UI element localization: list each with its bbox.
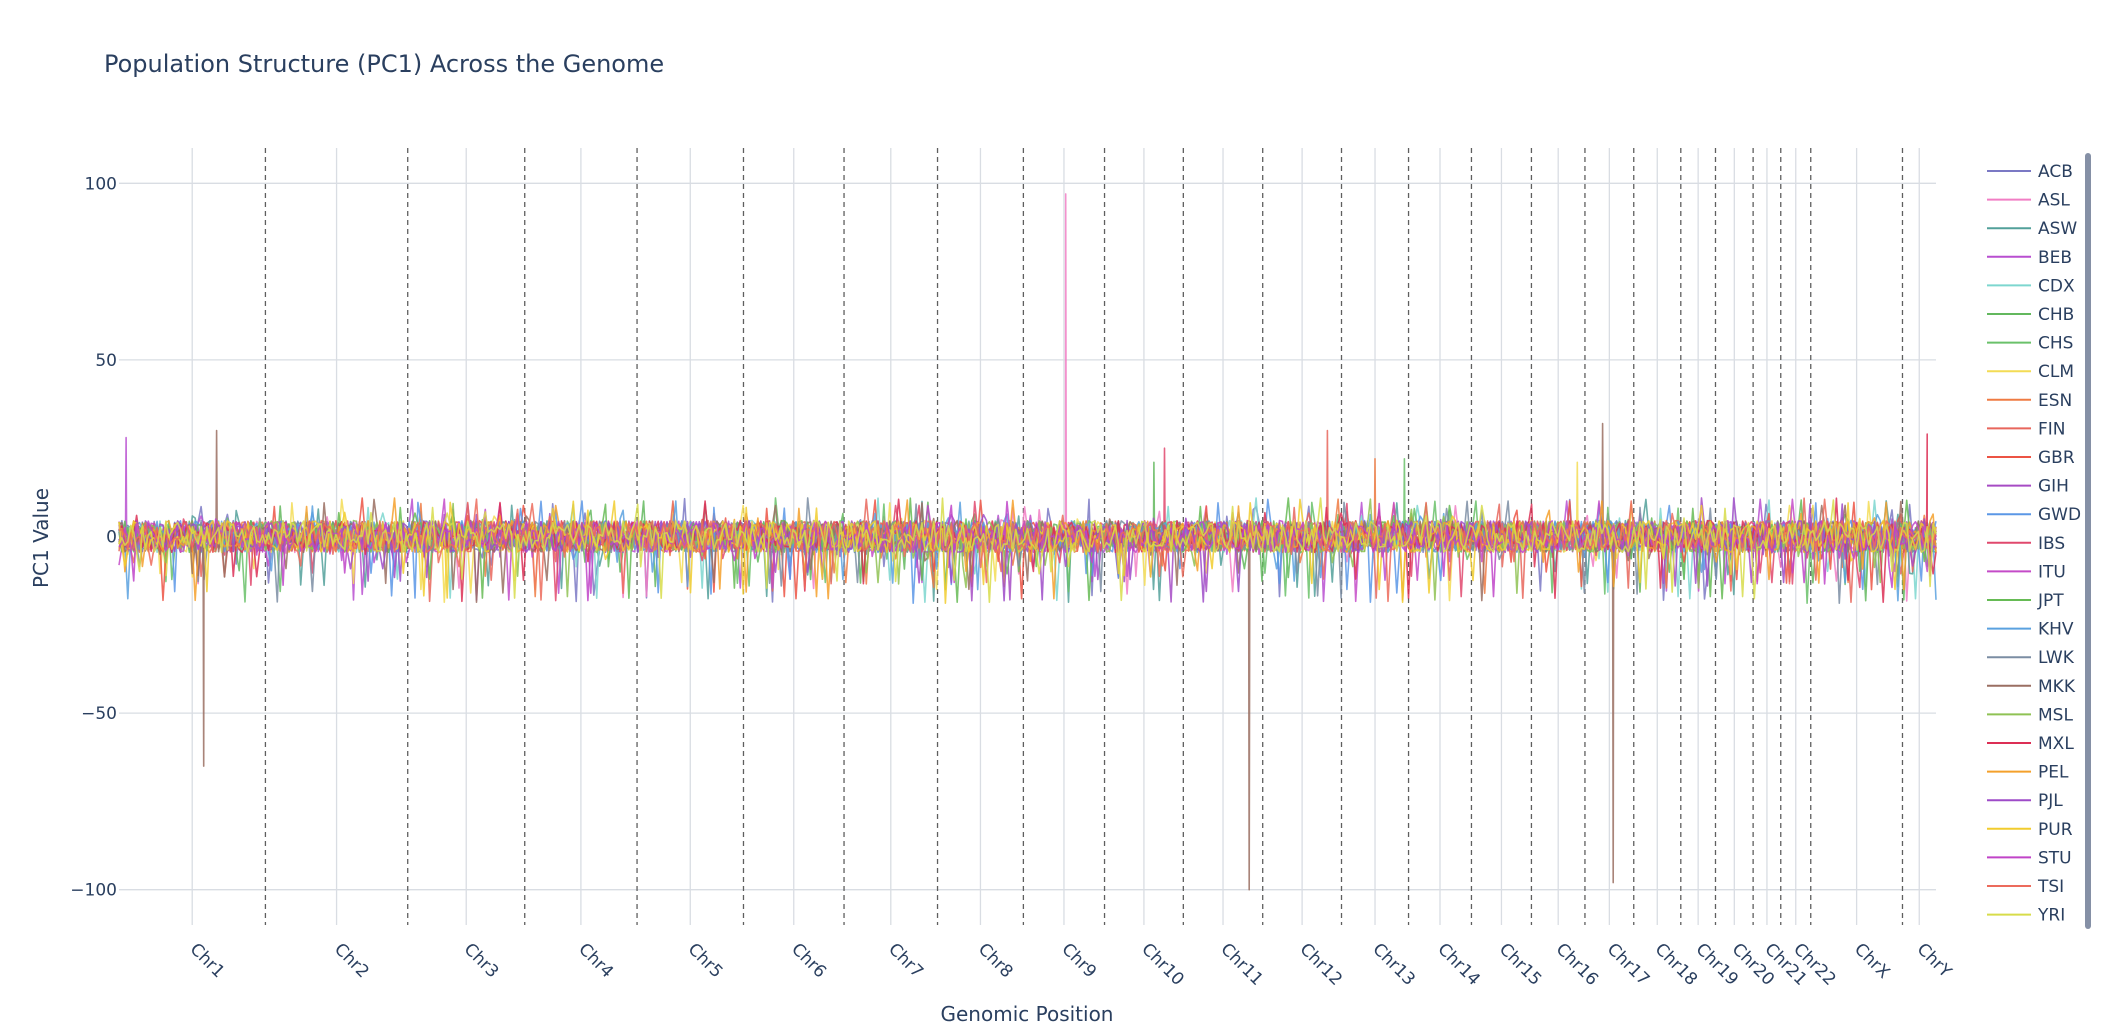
legend-item-ibs[interactable]: IBS: [1987, 534, 2065, 554]
legend-item-acb[interactable]: ACB: [1987, 162, 2073, 182]
legend-item-esn[interactable]: ESN: [1987, 391, 2072, 411]
legend-label: MSL: [2038, 705, 2073, 725]
legend-label: ACB: [2038, 162, 2073, 182]
legend-item-jpt[interactable]: JPT: [1987, 591, 2064, 611]
legend-item-khv[interactable]: KHV: [1987, 620, 2074, 640]
legend-scrollbar[interactable]: [2085, 153, 2091, 929]
legend-label: KHV: [2038, 620, 2074, 640]
legend-label: TSI: [2037, 877, 2064, 897]
legend-label: PUR: [2038, 820, 2073, 840]
legend-item-stu[interactable]: STU: [1987, 848, 2072, 868]
legend-label: ITU: [2038, 562, 2066, 582]
legend-label: GIH: [2038, 477, 2069, 497]
legend-label: ASL: [2038, 191, 2070, 211]
legend-item-pjl[interactable]: PJL: [1987, 791, 2063, 811]
y-axis-ticks: 100 50 0 −50 −100: [70, 174, 117, 900]
legend-item-fin[interactable]: FIN: [1987, 419, 2066, 439]
legend-label: ESN: [2038, 391, 2072, 411]
legend-item-itu[interactable]: ITU: [1987, 562, 2066, 582]
legend-label: BEB: [2038, 248, 2072, 268]
legend-label: STU: [2038, 848, 2072, 868]
legend-label: GWD: [2038, 505, 2081, 525]
legend-item-beb[interactable]: BEB: [1987, 248, 2072, 268]
legend-item-gih[interactable]: GIH: [1987, 477, 2069, 497]
legend-item-pur[interactable]: PUR: [1987, 820, 2073, 840]
legend-item-tsi[interactable]: TSI: [1987, 877, 2064, 897]
legend-label: FIN: [2038, 419, 2066, 439]
legend-label: YRI: [2037, 906, 2065, 926]
x-axis-title: Genomic Position: [941, 1002, 1114, 1026]
legend-label: CLM: [2038, 362, 2074, 382]
y-axis-title: PC1 Value: [29, 488, 53, 588]
legend-label: CHS: [2038, 334, 2073, 354]
y-tick-label: 50: [95, 351, 117, 371]
legend-label: GBR: [2038, 448, 2075, 468]
legend-item-pel[interactable]: PEL: [1987, 763, 2069, 783]
legend-item-asw[interactable]: ASW: [1987, 219, 2077, 239]
legend-label: JPT: [2037, 591, 2064, 611]
legend-item-asl[interactable]: ASL: [1987, 191, 2070, 211]
y-tick-label: 100: [85, 174, 117, 194]
y-tick-label: 0: [106, 528, 117, 548]
legend-item-chs[interactable]: CHS: [1987, 334, 2073, 354]
legend-label: LWK: [2038, 648, 2075, 668]
legend-item-mkk[interactable]: MKK: [1987, 677, 2076, 697]
series-line-mkk: [118, 422, 1937, 891]
legend-label: PJL: [2038, 791, 2063, 811]
legend-item-msl[interactable]: MSL: [1987, 705, 2073, 725]
legend-label: ASW: [2038, 219, 2077, 239]
legend-label: IBS: [2038, 534, 2065, 554]
legend-item-gwd[interactable]: GWD: [1987, 505, 2081, 525]
legend-item-lwk[interactable]: LWK: [1987, 648, 2075, 668]
y-tick-label: −100: [70, 881, 117, 901]
series-line-yri: [118, 497, 1937, 603]
legend-item-mxl[interactable]: MXL: [1987, 734, 2074, 754]
chart-title: Population Structure (PC1) Across the Ge…: [104, 50, 664, 78]
legend-label: MXL: [2038, 734, 2074, 754]
legend-label: CHB: [2038, 305, 2074, 325]
legend-label: CDX: [2038, 276, 2075, 296]
legend-item-cdx[interactable]: CDX: [1987, 276, 2075, 296]
y-tick-label: −50: [81, 704, 117, 724]
series-lines: [118, 193, 1937, 891]
legend-label: PEL: [2038, 763, 2069, 783]
legend-item-clm[interactable]: CLM: [1987, 362, 2074, 382]
legend-item-chb[interactable]: CHB: [1987, 305, 2074, 325]
series-line-mxl: [118, 433, 1937, 603]
legend[interactable]: ACB ASL ASW BEB CDX CHB CHS CLM ESN FIN GBR GIH GWD I…: [1987, 162, 2081, 926]
legend-item-gbr[interactable]: GBR: [1987, 448, 2075, 468]
legend-label: MKK: [2038, 677, 2076, 697]
legend-item-yri[interactable]: YRI: [1987, 906, 2065, 926]
